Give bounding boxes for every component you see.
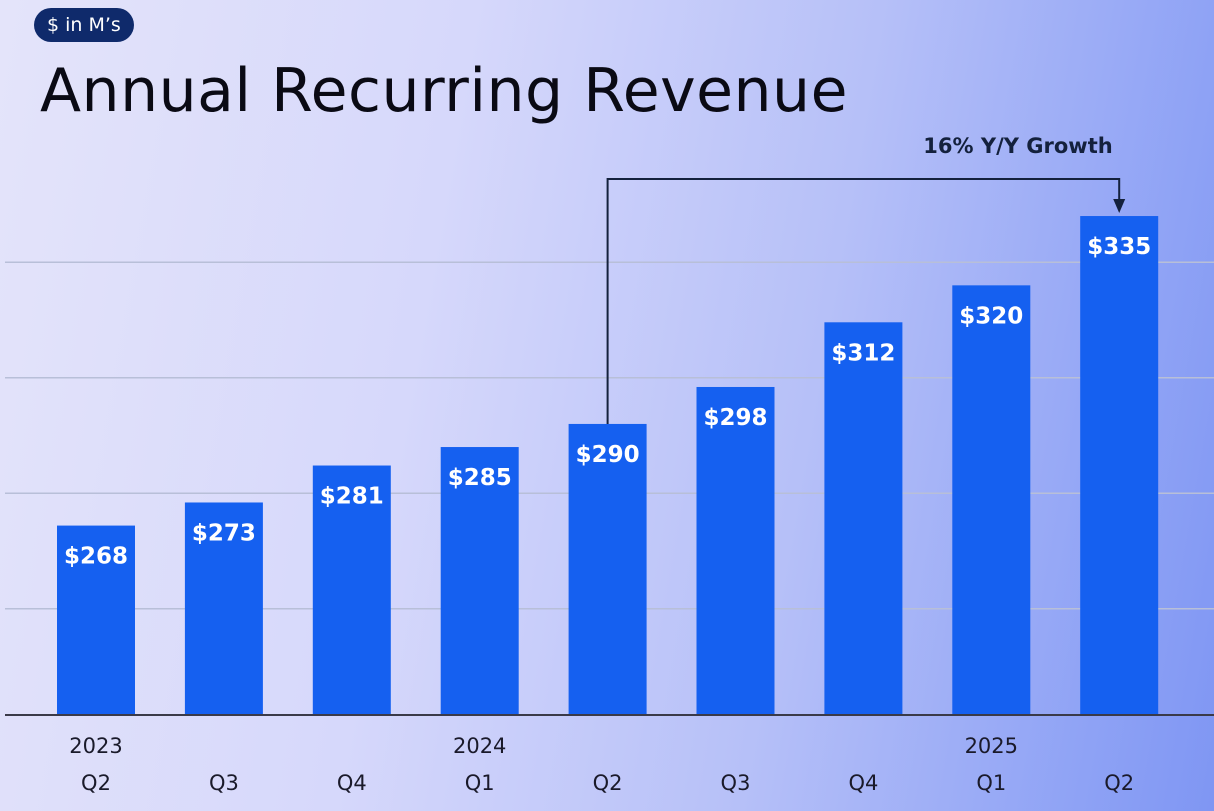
data-label: $285 xyxy=(448,465,512,491)
chart-title: Annual Recurring Revenue xyxy=(40,56,848,126)
x-tick-label: Q1 xyxy=(976,771,1006,795)
data-label: $281 xyxy=(320,484,384,510)
bar xyxy=(440,447,519,715)
bar xyxy=(952,285,1031,715)
growth-bracket-line xyxy=(606,178,1121,424)
units-badge: $ in M’s xyxy=(34,8,134,42)
data-label: $312 xyxy=(831,340,895,366)
x-tick-label: Q1 xyxy=(465,771,495,795)
arrow-down-icon xyxy=(1113,199,1126,214)
bar xyxy=(1080,216,1159,716)
bar xyxy=(696,386,775,715)
year-label: 2025 xyxy=(965,734,1018,758)
data-label: $268 xyxy=(64,544,128,570)
x-tick-label: Q2 xyxy=(593,771,623,795)
x-tick-label: Q3 xyxy=(209,771,239,795)
bar xyxy=(57,525,135,715)
x-tick-label: Q4 xyxy=(337,771,367,795)
x-tick-label: Q2 xyxy=(1104,771,1134,795)
bar xyxy=(184,502,263,715)
data-label: $335 xyxy=(1087,234,1151,260)
data-label: $290 xyxy=(576,442,640,468)
bar xyxy=(568,423,647,715)
bar xyxy=(312,465,391,715)
year-label: 2023 xyxy=(69,734,122,758)
data-label: $298 xyxy=(703,405,767,431)
x-tick-label: Q2 xyxy=(81,771,111,795)
x-tick-label: Q3 xyxy=(721,771,751,795)
growth-annotation: 16% Y/Y Growth xyxy=(923,134,1112,158)
data-label: $273 xyxy=(192,520,256,546)
year-label: 2024 xyxy=(453,734,506,758)
x-tick-label: Q4 xyxy=(848,771,878,795)
bar xyxy=(824,322,903,715)
data-label: $320 xyxy=(959,303,1023,329)
